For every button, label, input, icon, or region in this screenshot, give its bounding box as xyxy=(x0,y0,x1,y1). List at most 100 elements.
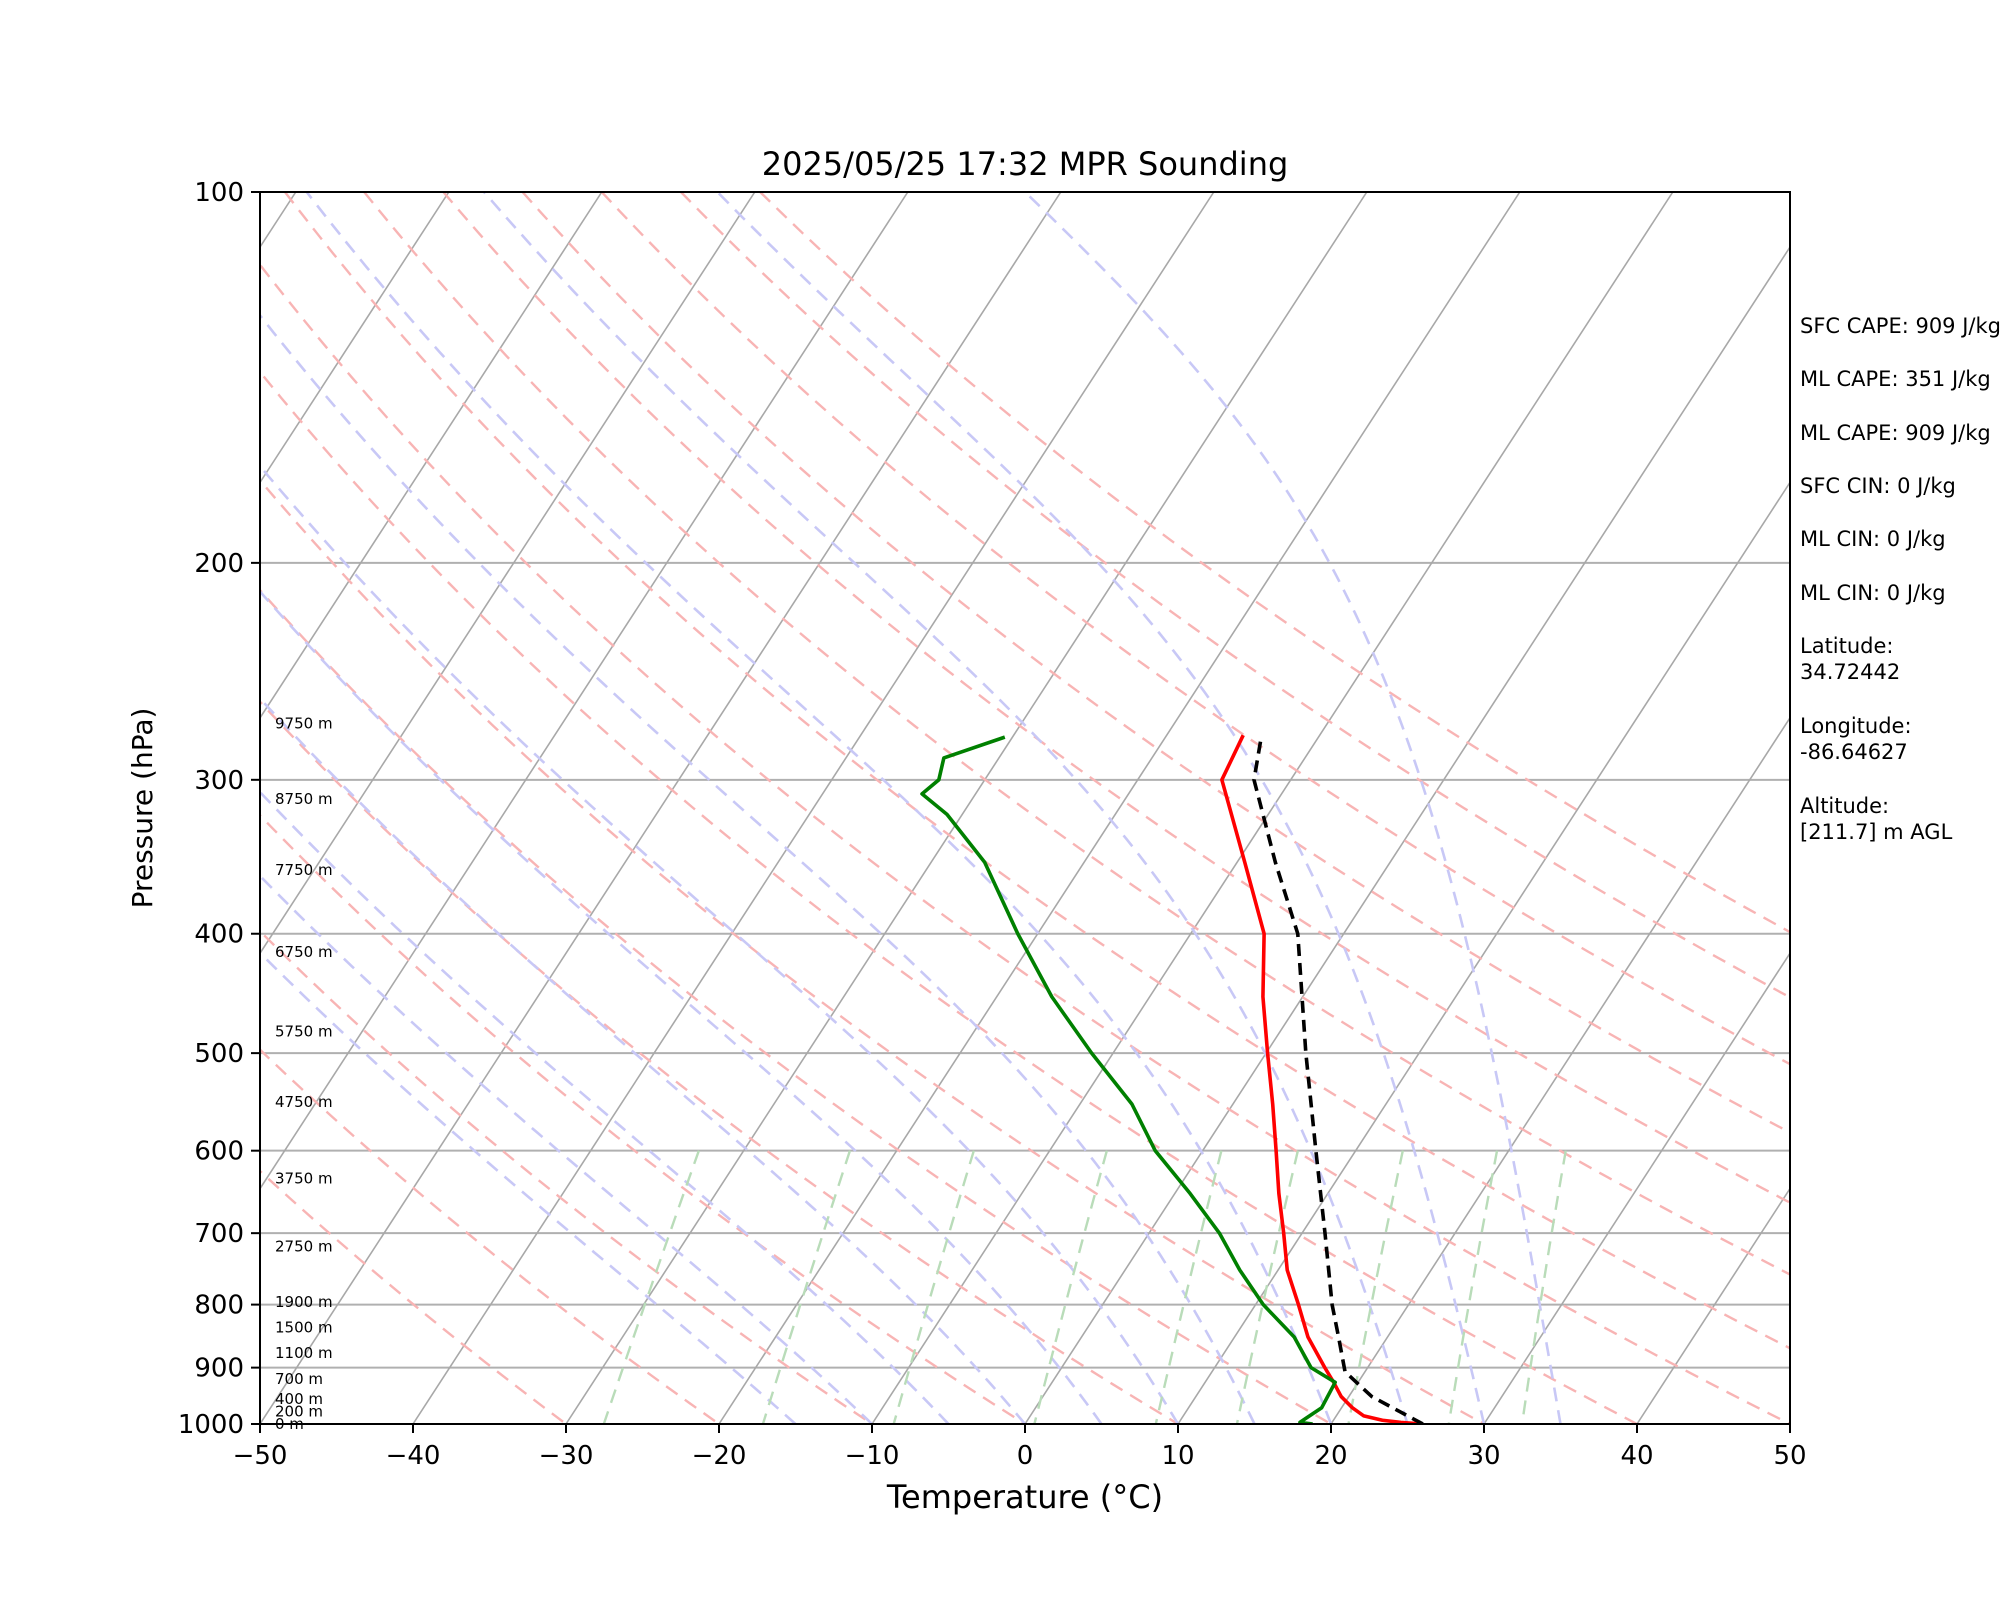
sounding-traces xyxy=(920,734,1424,1424)
height-label: 3750 m xyxy=(275,1169,333,1187)
x-tick-label: −30 xyxy=(539,1441,594,1471)
y-tick-label: 1000 xyxy=(178,1410,244,1440)
moist-adiabat-line xyxy=(716,192,1486,1424)
dry-adiabat-line xyxy=(521,192,1790,1134)
y-axis-title: Pressure (hPa) xyxy=(126,708,159,909)
isotherm-line xyxy=(260,192,1062,1424)
isotherm-line xyxy=(1024,245,1790,1424)
y-tick-label: 500 xyxy=(194,1039,244,1069)
x-tick-label: 30 xyxy=(1467,1441,1500,1471)
background-lines xyxy=(260,192,1790,1424)
dry-adiabat-line xyxy=(260,699,1179,1424)
y-tick-label: 800 xyxy=(194,1291,244,1321)
height-label: 1500 m xyxy=(275,1319,333,1337)
mixing-ratio-line xyxy=(1235,1150,1300,1424)
temperature-trace xyxy=(1220,734,1423,1424)
dry-adiabat-line xyxy=(442,192,1790,1205)
isotherm-line xyxy=(260,192,756,955)
isotherm-line xyxy=(412,192,1215,1424)
parcel-path-trace xyxy=(1252,734,1424,1424)
ml-cin-text: ML CIN: 0 J/kg xyxy=(1800,527,1946,551)
isotherm-line xyxy=(565,192,1368,1424)
sfc-cape-text: SFC CAPE: 909 J/kg xyxy=(1800,314,2000,338)
dry-adiabat-line xyxy=(680,192,1790,999)
mixing-ratio-line xyxy=(892,1150,975,1424)
x-tick-label: 50 xyxy=(1773,1441,1806,1471)
dry-adiabat-line xyxy=(260,370,1638,1424)
dry-adiabat-line xyxy=(600,192,1790,1066)
altitude-label: Altitude: xyxy=(1800,794,1890,818)
altitude-value: [211.7] m AGL xyxy=(1800,820,1953,844)
height-label: 200 m xyxy=(275,1403,323,1421)
latitude-value: 34.72442 xyxy=(1800,660,1901,684)
height-label: 6750 m xyxy=(275,943,333,961)
x-tick-label: 40 xyxy=(1620,1441,1653,1471)
moist-adiabat-line xyxy=(260,589,1103,1424)
height-label: 8750 m xyxy=(275,790,333,808)
sfc-cin-text: SFC CIN: 0 J/kg xyxy=(1800,474,1956,498)
moist-adiabat-line xyxy=(260,790,950,1424)
ml-cape-text: ML CAPE: 351 J/kg xyxy=(1800,367,1991,391)
longitude-value: -86.64627 xyxy=(1800,740,1908,764)
x-axis-title: Temperature (°C) xyxy=(886,1478,1163,1516)
longitude-label: Longitude: xyxy=(1800,714,1912,738)
dry-adiabat-line xyxy=(759,192,1790,934)
moist-adiabat-line xyxy=(260,874,873,1424)
dewpoint-trace xyxy=(920,735,1337,1424)
height-label: 700 m xyxy=(275,1370,323,1388)
height-label: 1900 m xyxy=(275,1293,333,1311)
isotherm-line xyxy=(260,192,909,1191)
height-label: 7750 m xyxy=(275,861,333,879)
isotherm-line xyxy=(1330,716,1790,1424)
dry-adiabat-line xyxy=(260,1169,567,1424)
mixing-ratio-line xyxy=(1154,1150,1223,1424)
dry-adiabat-line xyxy=(260,262,1790,1424)
latitude-label: Latitude: xyxy=(1800,634,1894,658)
mixing-ratio-line xyxy=(1033,1150,1109,1424)
dry-adiabat-line xyxy=(260,813,1026,1424)
axis-ticks: −50 −40 −30 −20 −10 0 10 20 30 40 50 100 200 300 400 50… xyxy=(178,178,1807,1471)
x-tick-label: 20 xyxy=(1314,1441,1347,1471)
x-tick-label: −20 xyxy=(692,1441,747,1471)
y-tick-label: 600 xyxy=(194,1137,244,1167)
mixing-ratio-line xyxy=(1447,1150,1499,1424)
x-tick-label: −50 xyxy=(233,1441,288,1471)
x-tick-label: 10 xyxy=(1161,1441,1194,1471)
moist-adiabat-line xyxy=(260,313,1256,1424)
isotherm-line xyxy=(871,192,1674,1424)
height-label: 1100 m xyxy=(275,1344,333,1362)
height-label: 5750 m xyxy=(275,1022,333,1040)
height-label: 2750 m xyxy=(275,1238,333,1256)
dry-adiabat-line xyxy=(363,192,1790,1276)
isotherm-line xyxy=(1483,951,1790,1424)
isotherm-line xyxy=(718,192,1521,1424)
height-label: 400 m xyxy=(275,1390,323,1408)
moist-adiabat-line xyxy=(260,696,1026,1424)
height-label: 9750 m xyxy=(275,714,333,732)
moist-adiabat-line xyxy=(1024,192,1562,1424)
mixing-ratio-line xyxy=(761,1150,852,1424)
dry-adiabat-line xyxy=(260,1048,720,1424)
y-tick-label: 100 xyxy=(194,178,244,208)
x-tick-label: −10 xyxy=(845,1441,900,1471)
ml-cape-text-2: ML CAPE: 909 J/kg xyxy=(1800,421,1991,445)
isotherm-line xyxy=(1177,480,1790,1424)
height-label: 4750 m xyxy=(275,1093,333,1111)
y-tick-label: 700 xyxy=(194,1219,244,1249)
mixing-ratio-line xyxy=(1520,1150,1567,1424)
moist-adiabat-line xyxy=(260,951,797,1424)
isotherm-line xyxy=(1636,1187,1790,1424)
mixing-ratio-line xyxy=(1347,1150,1404,1424)
mixing-ratio-line xyxy=(602,1150,700,1424)
moist-adiabat-line xyxy=(260,464,1180,1424)
y-tick-label: 200 xyxy=(194,549,244,579)
isotherm-line xyxy=(260,192,603,720)
x-tick-label: 0 xyxy=(1017,1441,1034,1471)
x-tick-label: −40 xyxy=(386,1441,441,1471)
y-tick-label: 400 xyxy=(194,920,244,950)
isotherm-line xyxy=(260,192,450,484)
chart-title: 2025/05/25 17:32 MPR Sounding xyxy=(762,145,1289,183)
